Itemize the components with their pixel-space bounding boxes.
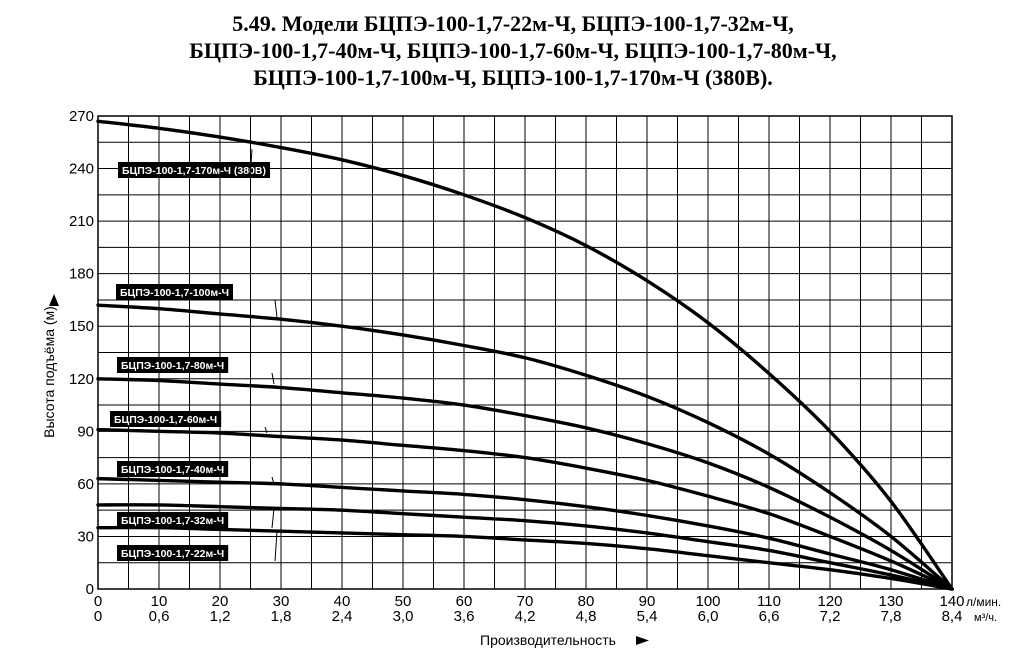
x-unit-secondary: м³/ч. (974, 612, 997, 624)
plot-frame (97, 115, 953, 590)
y-tick-label: 180 (69, 266, 94, 283)
series-label-box (118, 162, 271, 178)
chart-title-line-1: 5.49. Модели БЦПЭ-100-1,7-22м-Ч, БЦПЭ-10… (232, 11, 794, 36)
y-tick-label: 120 (69, 371, 94, 388)
series-label-leader (271, 372, 275, 385)
x-tick-label-secondary: 2,4 (332, 608, 353, 625)
series-label-box (117, 512, 229, 528)
x-tick-label: 100 (695, 593, 720, 610)
series-label: БЦПЭ-100-1,7-80м-Ч (121, 360, 224, 372)
x-tick-label-secondary: 7,8 (881, 608, 902, 625)
y-tick-label: 90 (77, 423, 94, 440)
x-tick-label-secondary: 3,6 (454, 608, 475, 625)
series-line (96, 503, 954, 591)
y-tick-label: 210 (69, 213, 94, 230)
series-label: БЦПЭ-100-1,7-170м-Ч (380В) (122, 165, 266, 177)
series-label: БЦПЭ-100-1,7-60м-Ч (114, 414, 217, 426)
x-tick-label: 60 (456, 593, 473, 610)
x-tick-label-secondary: 7,2 (820, 608, 841, 625)
y-tick-label: 0 (86, 581, 94, 598)
series-label-leader (274, 299, 278, 318)
series-label-leader (249, 149, 253, 179)
series-line (96, 427, 954, 591)
series-label-box (117, 461, 229, 477)
y-axis-arrow-icon (49, 294, 59, 306)
series-label: БЦПЭ-100-1,7-100м-Ч (120, 287, 229, 299)
y-tick-label: 60 (77, 476, 94, 493)
x-tick-label: 80 (578, 593, 595, 610)
x-tick-label: 130 (878, 593, 903, 610)
series-label-box (117, 357, 229, 373)
x-axis-arrow-icon (636, 636, 649, 645)
y-axis-title: Высота подъёма (м) (41, 306, 57, 438)
x-tick-label: 40 (334, 593, 351, 610)
series-line (96, 377, 954, 591)
x-tick-label: 70 (517, 593, 534, 610)
series-label-box (116, 284, 233, 300)
x-tick-label-secondary: 6,0 (698, 608, 719, 625)
x-tick-label: 0 (94, 593, 102, 610)
series-label-leader (274, 531, 278, 562)
series-line (96, 303, 954, 591)
series-label: БЦПЭ-100-1,7-22м-Ч (121, 548, 224, 560)
x-tick-label-secondary: 4,8 (576, 608, 597, 625)
series-line (96, 525, 954, 591)
x-tick-label: 110 (757, 593, 781, 610)
y-tick-label: 30 (77, 528, 94, 545)
series-label: БЦПЭ-100-1,7-40м-Ч (121, 464, 224, 476)
x-tick-label-secondary: 5,4 (637, 608, 658, 625)
x-tick-label-secondary: 1,8 (271, 608, 292, 625)
series-line (96, 476, 954, 591)
x-tick-label-secondary: 8,4 (942, 608, 963, 625)
series-label-box (110, 411, 222, 427)
x-tick-label: 120 (817, 593, 842, 610)
series-label-leader (271, 508, 275, 529)
y-tick-label: 270 (69, 108, 94, 125)
x-tick-label-secondary: 4,2 (515, 608, 536, 625)
x-tick-label: 90 (639, 593, 656, 610)
x-tick-label-secondary: 3,0 (393, 608, 414, 625)
chart-title: 5.49. Модели БЦПЭ-100-1,7-22м-Ч, БЦПЭ-10… (0, 10, 1026, 91)
y-tick-label: 150 (69, 318, 94, 335)
x-tick-label-secondary: 6,6 (759, 608, 780, 625)
x-tick-label: 50 (395, 593, 412, 610)
chart-title-line-3: БЦПЭ-100-1,7-100м-Ч, БЦПЭ-100-1,7-170м-Ч… (253, 65, 773, 90)
series-label-leader (271, 476, 275, 485)
x-unit-primary: л/мин. (966, 595, 1001, 609)
x-axis-title: Производительность (480, 632, 616, 648)
series-line (96, 119, 954, 591)
chart-title-line-2: БЦПЭ-100-1,7-40м-Ч, БЦПЭ-100-1,7-60м-Ч, … (189, 38, 837, 63)
series-label-leader (264, 426, 268, 434)
x-tick-label: 30 (273, 593, 290, 610)
x-tick-label: 140 (939, 593, 964, 610)
x-tick-label-secondary: 0,6 (149, 608, 170, 625)
x-tick-label: 20 (212, 593, 229, 610)
y-tick-label: 240 (69, 161, 94, 178)
x-tick-label: 10 (151, 593, 168, 610)
x-tick-label-secondary: 1,2 (210, 608, 231, 625)
series-label: БЦПЭ-100-1,7-32м-Ч (121, 515, 224, 527)
x-tick-label-secondary: 0 (94, 608, 102, 625)
series-label-box (117, 545, 229, 561)
